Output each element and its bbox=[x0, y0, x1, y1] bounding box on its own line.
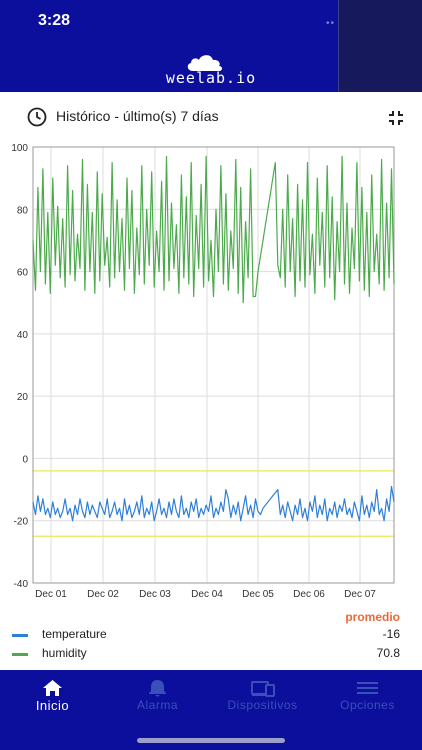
y-tick-label: 60 bbox=[17, 268, 29, 279]
legend-value: 70.8 bbox=[376, 646, 400, 660]
legend-value: -16 bbox=[382, 627, 400, 641]
x-tick-label: Dec 05 bbox=[242, 589, 274, 600]
x-tick-label: Dec 03 bbox=[139, 589, 171, 600]
clock-icon bbox=[27, 107, 47, 127]
x-tick-label: Dec 02 bbox=[87, 589, 119, 600]
legend-item-humidity: humidity 70.8 bbox=[0, 645, 422, 663]
collapse-icon[interactable] bbox=[388, 110, 404, 126]
y-tick-label: 0 bbox=[22, 454, 28, 465]
devices-icon bbox=[251, 681, 275, 697]
history-title-row: Histórico - último(s) 7 días bbox=[0, 98, 422, 134]
tab-label: Alarma bbox=[136, 698, 178, 712]
overlay-panel bbox=[338, 0, 422, 92]
tab-opciones[interactable]: Opciones bbox=[315, 670, 420, 740]
plot-border bbox=[32, 146, 395, 584]
app-header: 3:28 •• weelab.io bbox=[0, 0, 422, 92]
tab-dispositivos[interactable]: Dispositivos bbox=[210, 670, 315, 740]
y-tick-label: -20 bbox=[14, 517, 29, 528]
history-chart: 100 80 60 40 20 0 -20 -40 Dec 01 Dec 02 Dec 03 Dec … bbox=[11, 143, 395, 600]
menu-icon bbox=[357, 682, 378, 694]
tab-label: Dispositivos bbox=[227, 698, 298, 712]
tab-alarma[interactable]: Alarma bbox=[105, 670, 210, 740]
history-title: Histórico - último(s) 7 días bbox=[56, 108, 219, 124]
temperature-series-line bbox=[32, 485, 395, 522]
y-tick-label: 80 bbox=[17, 205, 29, 216]
tab-label: Opciones bbox=[340, 698, 395, 712]
cloud-logo-icon bbox=[187, 55, 222, 71]
humidity-series-line bbox=[32, 155, 395, 304]
legend-name: temperature bbox=[42, 627, 107, 641]
x-tick-label: Dec 01 bbox=[35, 589, 67, 600]
home-indicator bbox=[137, 738, 285, 743]
legend-name: humidity bbox=[42, 646, 87, 660]
signal-icon: •• bbox=[326, 18, 336, 29]
x-tick-label: Dec 06 bbox=[293, 589, 325, 600]
tab-inicio[interactable]: Inicio bbox=[0, 670, 105, 740]
x-tick-label: Dec 07 bbox=[344, 589, 376, 600]
home-icon bbox=[43, 680, 62, 696]
promedio-label: promedio bbox=[345, 610, 400, 624]
y-tick-label: -40 bbox=[14, 579, 29, 590]
status-time: 3:28 bbox=[38, 12, 71, 29]
legend-item-temperature: temperature -16 bbox=[0, 626, 422, 644]
x-tick-label: Dec 04 bbox=[191, 589, 223, 600]
y-tick-label: 40 bbox=[17, 330, 29, 341]
temperature-swatch bbox=[12, 634, 28, 637]
humidity-swatch bbox=[12, 653, 28, 656]
brand-name: weelab.io bbox=[165, 69, 257, 87]
y-tick-label: 20 bbox=[17, 392, 29, 403]
bell-icon bbox=[149, 680, 166, 697]
tab-label: Inicio bbox=[35, 698, 70, 713]
y-tick-label: 100 bbox=[11, 143, 28, 154]
bottom-tab-bar: Inicio Alarma Dispositivos Opciones bbox=[0, 670, 422, 750]
